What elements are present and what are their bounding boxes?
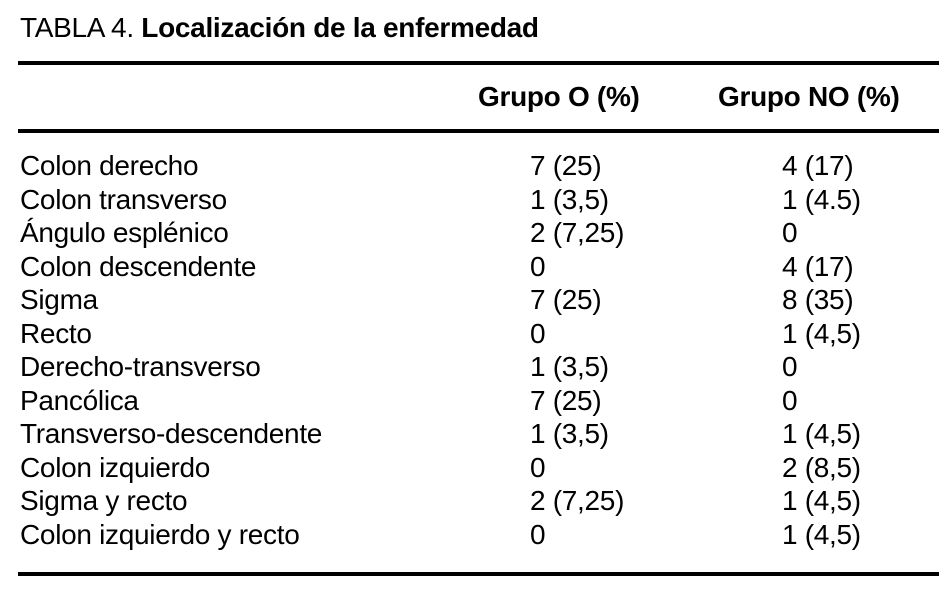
- cell-grupo-no: 8 (35): [782, 284, 854, 315]
- row-label: Sigma: [20, 284, 98, 315]
- table-row: Ángulo esplénico 2 (7,25) 0: [20, 216, 940, 250]
- cell-grupo-o: 0: [530, 250, 546, 282]
- row-label: Colon izquierdo: [20, 451, 211, 483]
- row-label: Recto: [20, 317, 92, 349]
- table-row: Colon descendente 0 4 (17): [20, 250, 940, 284]
- data-table: Colon derecho 7 (25) 4 (17) Colon transv…: [20, 149, 940, 551]
- table-row: Pancólica 7 (25) 0: [20, 384, 940, 418]
- cell-grupo-no: 2 (8,5): [782, 451, 861, 483]
- table-row: Sigma y recto 2 (7,25) 1 (4,5): [20, 484, 940, 518]
- row-label: Sigma y recto: [20, 485, 188, 516]
- cell-grupo-o: 2 (7,25): [530, 485, 625, 516]
- cell-grupo-o: 2 (7,25): [530, 217, 625, 248]
- row-label: Colon derecho: [20, 150, 199, 181]
- header-rule: [18, 129, 939, 133]
- bottom-rule: [18, 572, 939, 576]
- cell-grupo-no: 1 (4,5): [782, 485, 861, 516]
- table-row: Recto 0 1 (4,5): [20, 317, 940, 351]
- table-title: TABLA 4. Localización de la enfermedad: [20, 12, 539, 44]
- table-title-text: Localización de la enfermedad: [141, 12, 539, 43]
- cell-grupo-no: 0: [782, 384, 798, 416]
- cell-grupo-no: 1 (4,5): [782, 317, 861, 349]
- column-header-grupo-o: Grupo O (%): [478, 81, 640, 112]
- row-label: Transverso-descendente: [20, 418, 323, 449]
- table-row: Colon derecho 7 (25) 4 (17): [20, 149, 940, 183]
- cell-grupo-no: 1 (4,5): [782, 518, 861, 550]
- table-row: Transverso-descendente 1 (3,5) 1 (4,5): [20, 417, 940, 451]
- table-row: Sigma 7 (25) 8 (35): [20, 283, 940, 317]
- top-rule: [18, 61, 939, 65]
- cell-grupo-o: 7 (25): [530, 284, 602, 315]
- table-row: Colon transverso 1 (3,5) 1 (4.5): [20, 183, 940, 217]
- cell-grupo-o: 0: [530, 518, 546, 550]
- row-label: Colon izquierdo y recto: [20, 518, 300, 550]
- row-label: Pancólica: [20, 384, 139, 416]
- row-label: Derecho-transverso: [20, 351, 261, 382]
- row-label: Colon descendente: [20, 250, 257, 282]
- cell-grupo-no: 0: [782, 351, 798, 382]
- cell-grupo-no: 4 (17): [782, 250, 854, 282]
- cell-grupo-no: 0: [782, 217, 798, 248]
- cell-grupo-o: 7 (25): [530, 150, 602, 181]
- cell-grupo-o: 1 (3,5): [530, 183, 609, 215]
- cell-grupo-o: 0: [530, 451, 546, 483]
- row-label: Colon transverso: [20, 183, 227, 215]
- table-row: Colon izquierdo y recto 0 1 (4,5): [20, 518, 940, 552]
- row-label: Ángulo esplénico: [20, 217, 229, 248]
- cell-grupo-no: 4 (17): [782, 150, 854, 181]
- cell-grupo-no: 1 (4.5): [782, 183, 861, 215]
- cell-grupo-o: 1 (3,5): [530, 351, 609, 382]
- cell-grupo-o: 1 (3,5): [530, 418, 609, 449]
- table-row: Colon izquierdo 0 2 (8,5): [20, 451, 940, 485]
- cell-grupo-o: 0: [530, 317, 546, 349]
- cell-grupo-no: 1 (4,5): [782, 418, 861, 449]
- column-header-grupo-no: Grupo NO (%): [718, 81, 900, 112]
- cell-grupo-o: 7 (25): [530, 384, 602, 416]
- table-title-prefix: TABLA 4.: [20, 12, 142, 43]
- table-row: Derecho-transverso 1 (3,5) 0: [20, 350, 940, 384]
